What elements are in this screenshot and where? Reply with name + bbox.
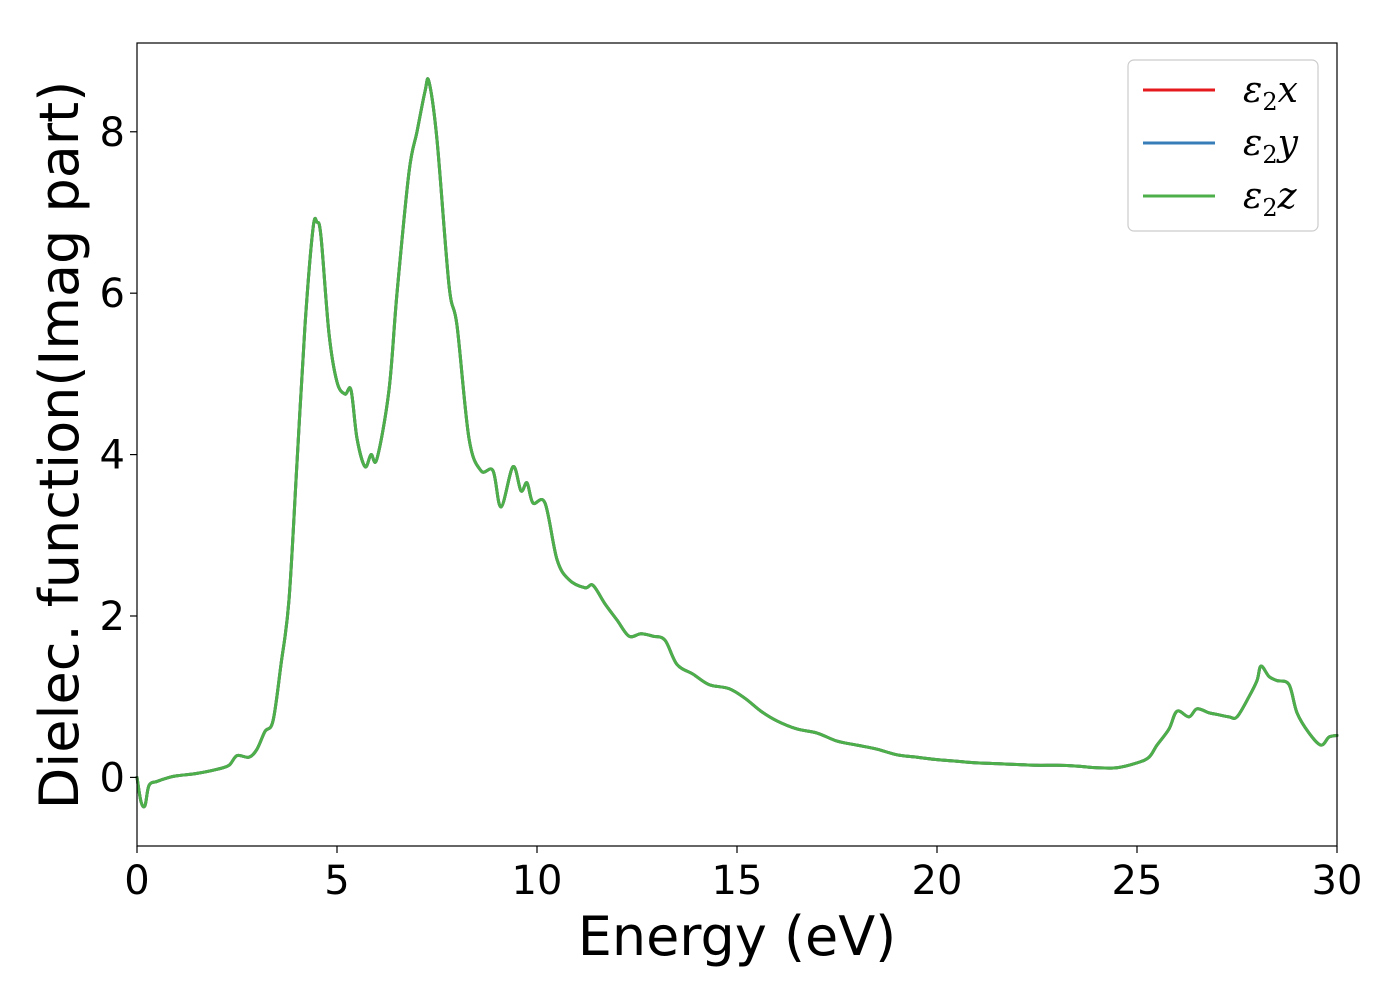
y-tick-label: 8 — [100, 110, 125, 156]
legend-label-variable: y — [1276, 123, 1299, 164]
y-tick-label: 0 — [100, 755, 125, 801]
x-tick-label: 25 — [1112, 858, 1163, 904]
y-tick-label: 2 — [100, 594, 125, 640]
x-axis-title: Energy (eV) — [578, 905, 897, 968]
legend-label-variable: z — [1277, 176, 1298, 217]
x-tick-label: 10 — [512, 858, 563, 904]
legend-label-y: ε2y — [1243, 123, 1299, 169]
series-layer — [135, 77, 1339, 809]
x-axis-ticks: 0 5 10 15 20 25 30 — [124, 846, 1362, 904]
x-tick-label: 15 — [712, 858, 763, 904]
legend-label-z: ε2z — [1243, 176, 1298, 222]
y-tick-label: 4 — [100, 433, 125, 479]
y-axis-ticks: 0 2 4 6 8 — [100, 110, 137, 801]
legend-label-variable: x — [1278, 70, 1298, 111]
legend-box — [1127, 59, 1319, 232]
y-axis-title: Dielec. function(Imag part) — [28, 81, 91, 810]
x-tick-label: 0 — [124, 858, 149, 904]
legend-label-base: ε — [1243, 70, 1262, 111]
legend-label-x: ε2x — [1243, 70, 1298, 116]
legend-label-subscript: 2 — [1262, 194, 1277, 222]
y-tick-label: 6 — [100, 271, 125, 317]
legend-label-base: ε — [1243, 123, 1262, 164]
legend-label-subscript: 2 — [1262, 88, 1277, 116]
x-tick-label: 5 — [324, 858, 349, 904]
legend-label-subscript: 2 — [1262, 141, 1277, 169]
x-tick-label: 20 — [912, 858, 963, 904]
series-line-z — [135, 77, 1339, 809]
x-tick-label: 30 — [1312, 858, 1363, 904]
legend-label-base: ε — [1243, 176, 1262, 217]
